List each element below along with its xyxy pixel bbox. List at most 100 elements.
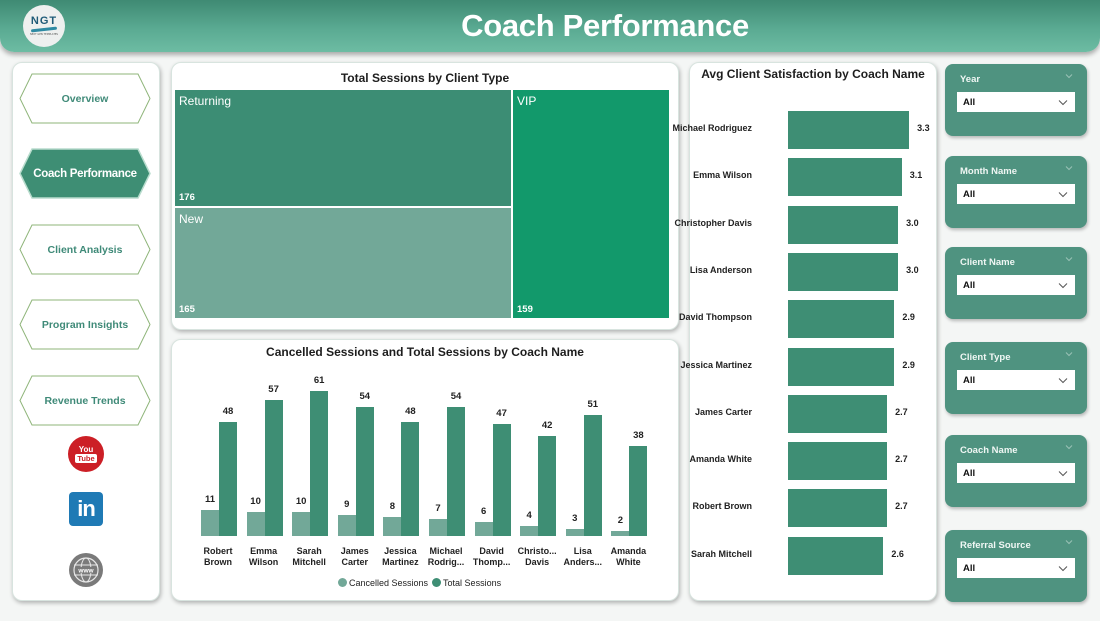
slicer-dropdown[interactable]: All: [957, 370, 1075, 390]
axis-label-line1: David: [479, 546, 504, 556]
coach-name-label: James Carter: [694, 406, 752, 417]
total-value-label: 54: [359, 391, 371, 403]
axis-label-line2: Mitchell: [292, 557, 326, 567]
collapse-chevron-icon[interactable]: [1065, 72, 1073, 80]
nav-item-label: Coach Performance: [33, 167, 137, 180]
total-sessions-bar[interactable]: [583, 414, 602, 536]
collapse-chevron-icon[interactable]: [1065, 255, 1073, 263]
total-value-label: 48: [405, 405, 416, 417]
legend-label: Cancelled Sessions: [349, 578, 429, 588]
slicer-dropdown[interactable]: All: [957, 558, 1075, 578]
satisfaction-value-label: 3.0: [906, 264, 919, 275]
axis-label-line2: Brown: [204, 557, 232, 567]
axis-label-line2: Carter: [341, 557, 369, 567]
total-sessions-bar[interactable]: [264, 400, 283, 536]
cancelled-sessions-bar[interactable]: [292, 512, 311, 536]
chevron-down-icon: [1058, 470, 1068, 476]
satisfaction-bar[interactable]: [788, 347, 895, 386]
cancelled-sessions-bar[interactable]: [383, 516, 402, 536]
total-sessions-bar[interactable]: [538, 436, 557, 536]
total-value-label: 57: [268, 384, 279, 396]
tile-label: New: [179, 212, 204, 226]
satisfaction-bar[interactable]: [788, 394, 888, 433]
nav-coach-performance-button[interactable]: Coach Performance: [19, 148, 151, 199]
slicer-selected-value: All: [963, 374, 976, 386]
cancelled-sessions-bar[interactable]: [611, 531, 630, 536]
collapse-chevron-icon[interactable]: [1065, 538, 1073, 546]
total-sessions-bar[interactable]: [355, 407, 374, 536]
collapse-chevron-icon[interactable]: [1065, 350, 1073, 358]
total-value-label: 61: [313, 374, 325, 386]
coach-name-label: Emma Wilson: [693, 170, 752, 181]
total-sessions-bar[interactable]: [629, 445, 648, 536]
slicer-dropdown[interactable]: All: [957, 275, 1075, 295]
axis-label-line2: Martinez: [382, 557, 419, 567]
satisfaction-bar[interactable]: [788, 158, 902, 197]
slicer-dropdown[interactable]: All: [957, 184, 1075, 204]
coach-axis-label: James Carter: [329, 546, 381, 568]
cancelled-sessions-bar[interactable]: [201, 509, 219, 536]
total-value-label: 38: [633, 429, 644, 441]
youtube-icon[interactable]: You Tube: [68, 436, 104, 472]
nav-program-insights-button[interactable]: Program Insights: [19, 299, 151, 350]
total-sessions-bar[interactable]: [447, 407, 465, 536]
coach-name-label: Robert Brown: [692, 501, 753, 512]
total-sessions-bar[interactable]: [401, 421, 420, 536]
cancelled-sessions-bar[interactable]: [337, 514, 356, 536]
satisfaction-bar[interactable]: [788, 536, 884, 575]
cancelled-sessions-bar[interactable]: [565, 528, 584, 536]
satisfaction-bar-chart-card: Avg Client Satisfaction by Coach Name Mi…: [672, 62, 938, 601]
satisfaction-bar[interactable]: [788, 252, 899, 291]
slicer-selected-value: All: [963, 562, 976, 574]
axis-label-line2: Rodrig...: [427, 557, 465, 567]
coach-name-label: Christopher Davis: [674, 217, 752, 228]
slicer-dropdown[interactable]: All: [957, 463, 1075, 483]
coach-axis-label: Sarah Mitchell: [283, 546, 335, 568]
satisfaction-bar[interactable]: [788, 442, 888, 481]
tile-value: 159: [517, 304, 533, 315]
legend-item-total[interactable]: Total Sessions: [432, 578, 501, 588]
cancelled-sessions-bar[interactable]: [246, 512, 265, 536]
hexagon-shape-icon: [19, 148, 151, 199]
cancelled-value-label: 10: [295, 496, 307, 508]
hbar-chart-title: Avg Client Satisfaction by Coach Name: [701, 67, 925, 81]
cancelled-sessions-bar[interactable]: [520, 526, 539, 536]
satisfaction-bar[interactable]: [788, 489, 888, 528]
cancelled-value-label: 6: [480, 505, 487, 517]
cancelled-sessions-bar[interactable]: [429, 519, 447, 536]
treemap-tile-new[interactable]: New 165: [175, 208, 511, 318]
slicer-title: Client Name: [960, 257, 1015, 268]
hbar-row: Robert Brown 2.7: [690, 489, 938, 528]
nav-revenue-trends-button[interactable]: Revenue Trends: [19, 375, 151, 426]
cancelled-sessions-bar[interactable]: [474, 521, 493, 536]
satisfaction-bar[interactable]: [788, 111, 910, 149]
axis-label-line2: Thomp...: [472, 557, 511, 567]
satisfaction-bar[interactable]: [788, 300, 895, 339]
legend-item-cancelled[interactable]: Cancelled Sessions: [338, 578, 428, 588]
total-sessions-bar[interactable]: [310, 390, 329, 536]
axis-label-line1: Jessica: [384, 546, 417, 556]
nav-overview-button[interactable]: Overview: [19, 73, 151, 124]
satisfaction-value-label: 2.7: [895, 501, 908, 512]
nav-client-analysis-button[interactable]: Client Analysis: [19, 224, 151, 275]
total-sessions-bar[interactable]: [492, 424, 511, 536]
slicer-client-name: Client Name All: [945, 247, 1087, 319]
collapse-chevron-icon[interactable]: [1065, 443, 1073, 451]
hbar-row: James Carter 2.7: [690, 394, 938, 433]
slicer-title: Referral Source: [960, 540, 1031, 551]
slicer-month-name: Month Name All: [945, 156, 1087, 228]
satisfaction-value-label: 2.7: [895, 406, 908, 417]
nav-item-label: Overview: [61, 92, 109, 105]
satisfaction-bar[interactable]: [788, 205, 899, 244]
website-globe-icon[interactable]: www: [69, 553, 103, 587]
slicer-dropdown[interactable]: All: [957, 92, 1075, 112]
linkedin-icon[interactable]: in: [69, 492, 103, 526]
cancelled-value-label: 8: [389, 500, 396, 512]
satisfaction-value-label: 2.9: [902, 312, 915, 323]
treemap-tile-vip[interactable]: VIP 159: [513, 90, 669, 318]
hexagon-shape-icon: [19, 73, 151, 124]
total-sessions-bar[interactable]: [219, 421, 237, 536]
treemap-tile-returning[interactable]: Returning 176: [175, 90, 511, 206]
collapse-chevron-icon[interactable]: [1065, 164, 1073, 172]
axis-label-line2: Wilson: [248, 557, 279, 567]
